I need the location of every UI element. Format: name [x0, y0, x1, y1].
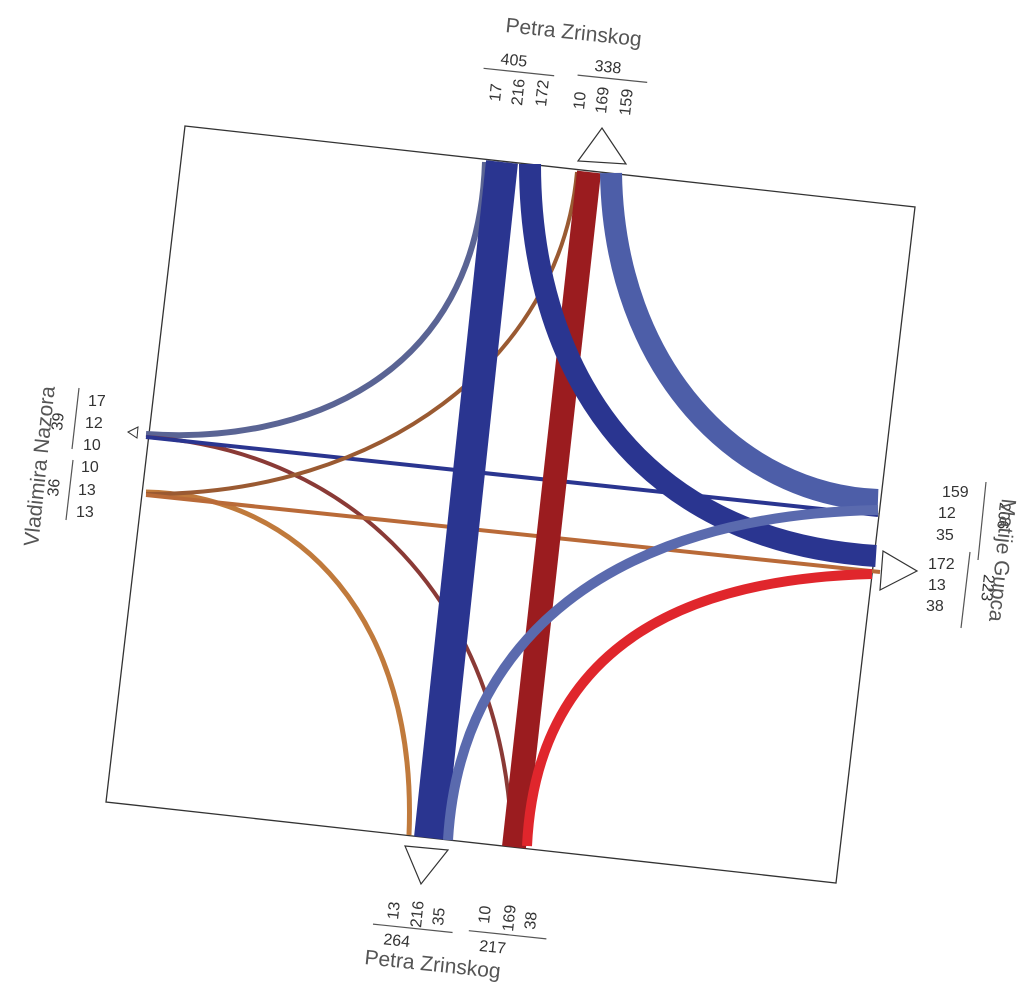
north-in-flow-3: 172: [533, 79, 553, 107]
flow-east-west: [145, 493, 881, 574]
north-exit-triangle: [576, 126, 628, 165]
west-out-rule: [65, 459, 74, 521]
south-out-flow-1: 10: [476, 905, 495, 925]
flow-south-east: [522, 569, 873, 847]
south-in-flow-3: 35: [430, 907, 449, 927]
east-in-rule: [977, 481, 987, 561]
east-out-rule: [960, 551, 971, 629]
north-out-group: 338: [577, 58, 648, 84]
north-in-rule: [483, 67, 555, 77]
north-out-flow-1: 10: [571, 91, 590, 111]
flow-west-north: [145, 161, 488, 439]
east-out-flow-3: 38: [926, 598, 944, 615]
south-out-rule: [468, 930, 547, 940]
south-in-flow-1: 13: [385, 901, 404, 921]
south-out-group: 217: [468, 930, 547, 958]
west-street-name: Vladimira Nazora: [20, 385, 60, 548]
south-approach-labels: 13 216 35 264 10 169 38 217 Petra Zrinsk…: [363, 900, 547, 983]
north-out-flow-3: 159: [617, 88, 637, 116]
flow-north-west: [145, 171, 579, 497]
west-approach-labels: Vladimira Nazora 39 17 12 10 36 10 13 13: [20, 385, 106, 548]
flow-west-east: [145, 435, 879, 517]
flow-north-south: [414, 160, 518, 840]
north-out-flow-2: 169: [593, 86, 613, 114]
north-out-rule: [577, 74, 648, 84]
east-out-flow-2: 13: [928, 577, 946, 594]
west-in-flow-3: 10: [83, 437, 101, 454]
south-out-total: 217: [478, 938, 506, 958]
east-approach-labels: 159 12 35 206 172 13 38 223 Matije Gupca: [926, 481, 1020, 629]
east-in-total: 206: [993, 502, 1013, 530]
west-in-total: 39: [49, 412, 68, 432]
south-out-flow-2: 169: [500, 904, 520, 932]
flow-east-south: [443, 505, 879, 841]
north-out-total: 338: [594, 58, 622, 78]
south-in-flow-2: 216: [408, 900, 428, 928]
west-in-flow-1: 17: [88, 393, 106, 410]
west-exit-triangle: [127, 426, 139, 439]
east-in-flow-1: 159: [942, 484, 969, 501]
flow-north-east: [519, 163, 877, 567]
north-in-flow-2: 216: [509, 78, 529, 106]
flow-west-south: [145, 435, 514, 846]
east-out-flow-1: 172: [928, 556, 955, 573]
south-in-group: 264: [372, 923, 453, 951]
south-in-rule: [372, 923, 453, 934]
north-street-name: Petra Zrinskog: [504, 14, 642, 51]
west-out-flow-3: 13: [76, 504, 94, 521]
south-out-flow-3: 38: [522, 911, 541, 931]
north-approach-labels: Petra Zrinskog 405 17 216 172 338 10 169…: [483, 14, 648, 116]
flow-bands: [145, 160, 881, 849]
east-out-total: 223: [977, 574, 997, 602]
west-out-flow-2: 13: [78, 482, 96, 499]
north-in-flow-1: 17: [487, 83, 506, 103]
east-in-flow-3: 35: [936, 527, 954, 544]
east-exit-triangle: [879, 549, 919, 592]
flow-south-north: [502, 170, 601, 849]
north-in-total: 405: [500, 51, 528, 71]
north-in-group: 405: [483, 51, 555, 77]
west-in-rule: [71, 387, 80, 450]
south-in-total: 264: [383, 931, 411, 951]
east-in-flow-2: 12: [938, 505, 956, 522]
west-out-flow-1: 10: [81, 459, 99, 476]
south-exit-triangle: [404, 845, 450, 886]
west-in-flow-2: 12: [85, 415, 103, 432]
flow-east-north: [600, 172, 879, 511]
west-out-total: 36: [45, 478, 64, 498]
east-street-name: Matije Gupca: [984, 497, 1020, 623]
intersection-frame: [105, 125, 916, 884]
